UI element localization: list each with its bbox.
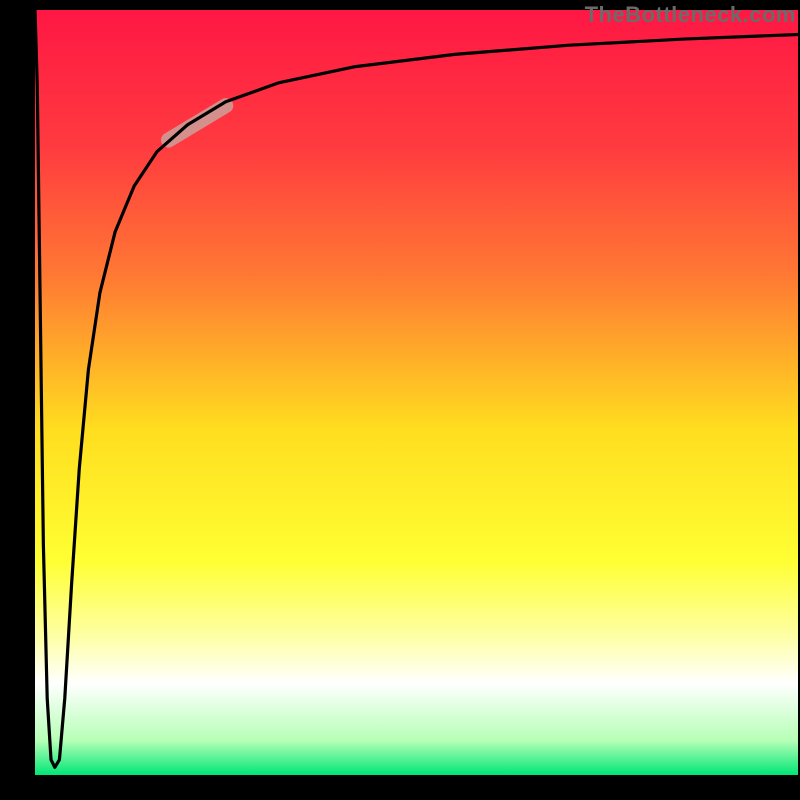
curve-layer [35, 10, 798, 775]
chart-container: TheBottleneck.com [0, 0, 800, 800]
bottleneck-curve [35, 10, 798, 767]
watermark-text: TheBottleneck.com [585, 2, 796, 28]
plot-area [35, 10, 798, 775]
